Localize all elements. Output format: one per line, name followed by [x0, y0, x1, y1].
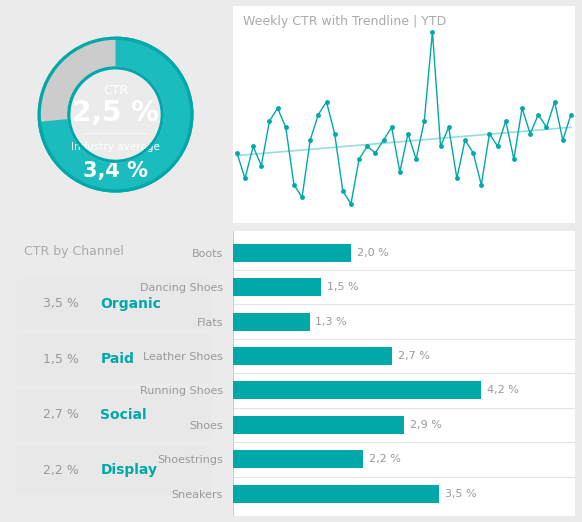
Text: Organic: Organic: [100, 296, 161, 311]
Text: 3,5 %: 3,5 %: [43, 297, 79, 310]
Text: 2,2 %: 2,2 %: [368, 454, 400, 465]
Bar: [233, 485, 439, 503]
Text: 2,0 %: 2,0 %: [357, 247, 388, 258]
FancyBboxPatch shape: [16, 279, 211, 328]
Bar: [233, 450, 363, 468]
FancyBboxPatch shape: [16, 335, 211, 384]
Text: 1,3 %: 1,3 %: [315, 316, 347, 327]
FancyBboxPatch shape: [16, 446, 211, 495]
Text: CTR by Channel: CTR by Channel: [24, 245, 124, 258]
Text: Paid: Paid: [100, 352, 134, 366]
Text: 2,2 %: 2,2 %: [44, 464, 79, 477]
Bar: [233, 278, 321, 296]
Text: CTR: CTR: [103, 84, 128, 97]
Text: 1,5 %: 1,5 %: [327, 282, 359, 292]
Text: Weekly CTR with Trendline | YTD: Weekly CTR with Trendline | YTD: [243, 15, 446, 28]
FancyBboxPatch shape: [16, 390, 211, 440]
Bar: [233, 313, 310, 330]
Bar: [233, 347, 392, 365]
Text: 4,2 %: 4,2 %: [487, 385, 519, 396]
Text: 2,9 %: 2,9 %: [410, 420, 442, 430]
Text: 2,7 %: 2,7 %: [398, 351, 430, 361]
Text: Social: Social: [100, 408, 147, 422]
Text: 3,5 %: 3,5 %: [445, 489, 477, 499]
Wedge shape: [67, 66, 164, 163]
Text: Industry average: Industry average: [71, 142, 160, 152]
Wedge shape: [38, 37, 193, 193]
Text: Display: Display: [100, 464, 157, 478]
Text: 2,7 %: 2,7 %: [43, 408, 79, 421]
Text: 3,4 %: 3,4 %: [83, 161, 148, 181]
Text: 2,5 %: 2,5 %: [72, 100, 159, 127]
Wedge shape: [38, 37, 193, 193]
Bar: [233, 416, 404, 434]
Bar: [233, 244, 351, 262]
Bar: [233, 382, 481, 399]
Wedge shape: [38, 37, 193, 193]
Text: 1,5 %: 1,5 %: [43, 353, 79, 366]
